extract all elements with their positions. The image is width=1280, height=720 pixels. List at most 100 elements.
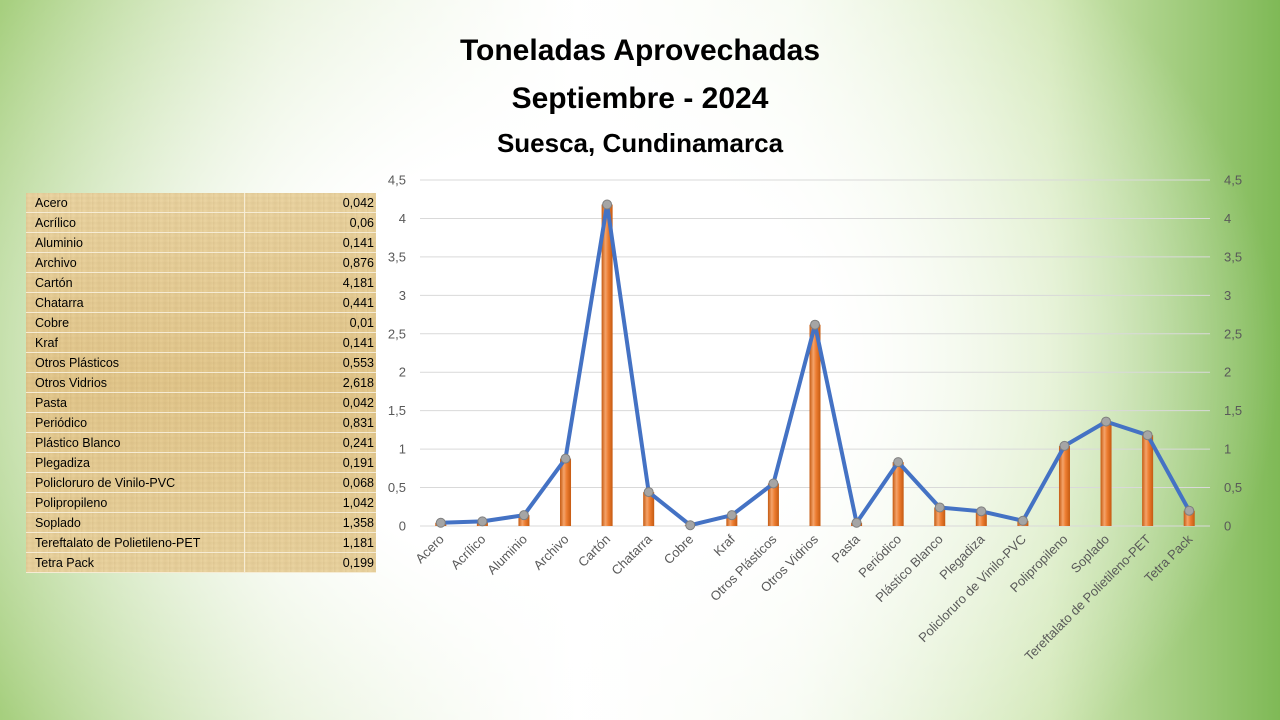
secondary-y-tick-label: 1 [1224, 442, 1231, 457]
secondary-y-tick-label: 4 [1224, 211, 1231, 226]
bar [767, 483, 779, 526]
line-marker [435, 517, 446, 528]
line-marker [1142, 430, 1153, 441]
x-tick-label: Acrílico [448, 532, 489, 573]
x-tick-label: Kraf [710, 531, 738, 559]
line-marker [685, 520, 696, 531]
line-marker [934, 502, 945, 513]
table-cell-material: Kraf [26, 332, 245, 353]
x-tick-label: Cobre [661, 532, 697, 568]
bar [975, 511, 987, 526]
secondary-y-tick-label: 3,5 [1224, 249, 1242, 264]
y-tick-label: 2,5 [388, 326, 406, 341]
table-cell-value: 0,042 [244, 392, 376, 413]
table-cell-value: 0,06 [244, 212, 376, 233]
table-cell-value: 0,876 [244, 252, 376, 273]
bar [1100, 421, 1112, 526]
x-tick-label: Pasta [829, 531, 864, 566]
bar [809, 324, 821, 526]
x-tick-label: Aluminio [484, 532, 530, 578]
table-cell-value: 0,191 [244, 452, 376, 473]
table-cell-material: Tetra Pack [26, 552, 245, 573]
secondary-y-tick-label: 3 [1224, 288, 1231, 303]
table-cell-material: Chatarra [26, 292, 245, 313]
table-cell-material: Periódico [26, 412, 245, 433]
table-cell-material: Plegadiza [26, 452, 245, 473]
bar [518, 515, 530, 526]
table-cell-value: 1,181 [244, 532, 376, 553]
table-row: Policloruro de Vinilo-PVC 0,068 [26, 472, 376, 493]
bar [1142, 435, 1154, 526]
table-row: Kraf 0,141 [26, 332, 376, 353]
secondary-y-tick-label: 2 [1224, 365, 1231, 380]
table-cell-value: 2,618 [244, 372, 376, 393]
table-cell-value: 0,068 [244, 472, 376, 493]
table-cell-value: 0,441 [244, 292, 376, 313]
line-marker [1101, 416, 1112, 427]
table-row: Periódico 0,831 [26, 412, 376, 433]
table-row: Otros Plásticos 0,553 [26, 352, 376, 373]
line-marker [1059, 440, 1070, 451]
bar [643, 492, 655, 526]
table-cell-material: Tereftalato de Polietileno-PET [26, 532, 245, 553]
table-row: Soplado 1,358 [26, 512, 376, 533]
line-marker [1184, 505, 1195, 516]
table-row: Archivo 0,876 [26, 252, 376, 273]
table-cell-value: 0,199 [244, 552, 376, 573]
table-cell-value: 4,181 [244, 272, 376, 293]
table-cell-value: 1,042 [244, 492, 376, 513]
bar [1183, 510, 1195, 526]
chart-title-period: Septiembre - 2024 [511, 82, 769, 115]
table-cell-material: Cartón [26, 272, 245, 293]
table-row: Pasta 0,042 [26, 392, 376, 413]
bar [892, 462, 904, 526]
table-row: Acrílico 0,06 [26, 212, 376, 233]
table-row: Cartón 4,181 [26, 272, 376, 293]
table-cell-material: Plástico Blanco [26, 432, 245, 453]
x-tick-label: Chatarra [608, 531, 655, 578]
table-cell-material: Polipropileno [26, 492, 245, 513]
secondary-y-tick-label: 4,5 [1224, 173, 1242, 188]
bar [934, 507, 946, 526]
line-marker [726, 510, 737, 521]
table-cell-material: Otros Plásticos [26, 352, 245, 373]
secondary-y-tick-label: 0,5 [1224, 480, 1242, 495]
line-marker [518, 510, 529, 521]
table-cell-value: 0,241 [244, 432, 376, 453]
y-tick-label: 4,5 [388, 173, 406, 188]
table-cell-value: 0,042 [244, 193, 376, 213]
table-cell-value: 0,831 [244, 412, 376, 433]
x-tick-label: Acero [412, 532, 447, 567]
table-row: Polipropileno 1,042 [26, 492, 376, 513]
table-cell-value: 1,358 [244, 512, 376, 533]
table-cell-material: Policloruro de Vinilo-PVC [26, 472, 245, 493]
table-row: Chatarra 0,441 [26, 292, 376, 313]
table-cell-value: 0,01 [244, 312, 376, 333]
table-cell-value: 0,141 [244, 332, 376, 353]
secondary-y-tick-label: 2,5 [1224, 326, 1242, 341]
table-cell-material: Soplado [26, 512, 245, 533]
table-cell-material: Archivo [26, 252, 245, 273]
bar [560, 458, 572, 526]
table-row: Otros Vidrios 2,618 [26, 372, 376, 393]
y-tick-label: 4 [399, 211, 406, 226]
line-marker [643, 487, 654, 498]
y-tick-label: 3,5 [388, 249, 406, 264]
line-marker [1017, 515, 1028, 526]
line-marker [768, 478, 779, 489]
table-row: Tetra Pack 0,199 [26, 552, 376, 573]
table-cell-material: Otros Vidrios [26, 372, 245, 393]
line-marker [810, 319, 820, 330]
table-cell-material: Pasta [26, 392, 245, 413]
table-row: Plástico Blanco 0,241 [26, 432, 376, 453]
table-cell-material: Acero [26, 193, 245, 213]
table-row: Tereftalato de Polietileno-PET 1,181 [26, 532, 376, 553]
line-marker [602, 199, 613, 210]
data-table: Acero 0,042 Acrílico 0,06 Aluminio 0,141 Archi… [26, 193, 376, 573]
y-tick-label: 0 [399, 519, 406, 534]
line-marker [477, 516, 488, 527]
secondary-y-tick-label: 0 [1224, 519, 1231, 534]
y-tick-label: 2 [399, 365, 406, 380]
y-tick-label: 1,5 [388, 403, 406, 418]
